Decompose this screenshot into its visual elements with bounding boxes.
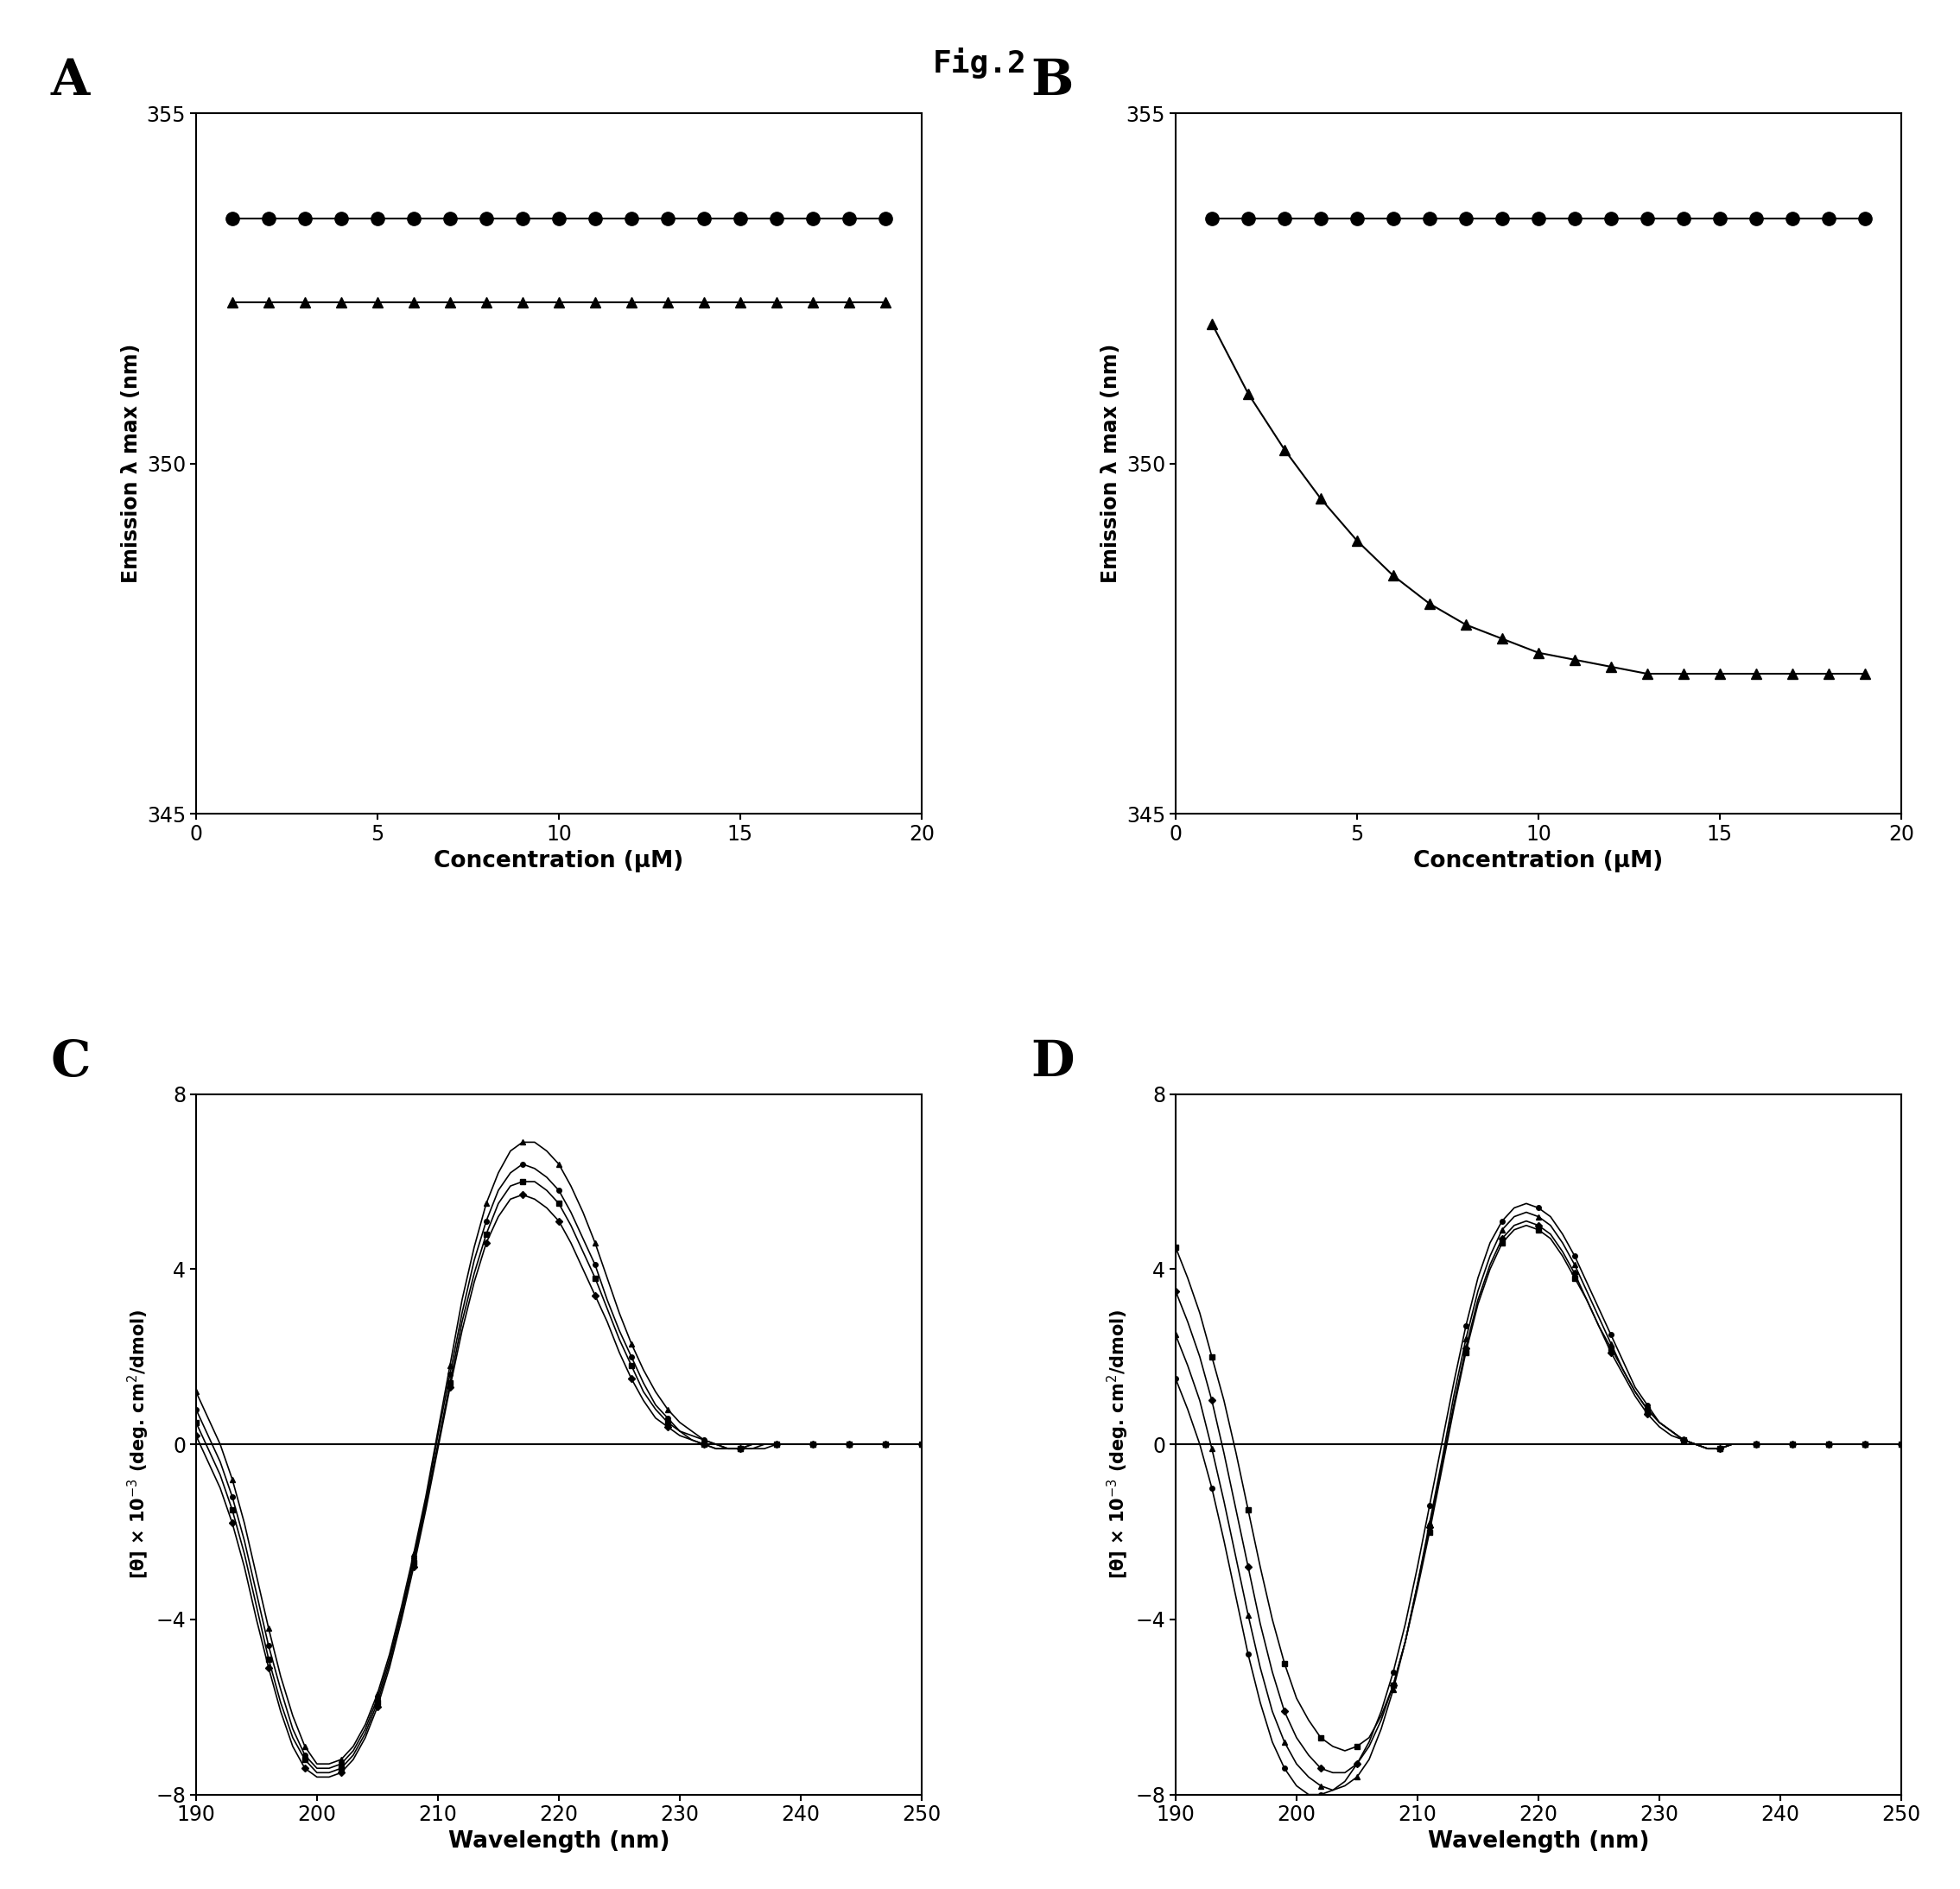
Y-axis label: [θ] × 10$^{-3}$ (deg. cm$^2$/dmol): [θ] × 10$^{-3}$ (deg. cm$^2$/dmol) — [125, 1309, 151, 1579]
X-axis label: Wavelength (nm): Wavelength (nm) — [1427, 1830, 1648, 1853]
Text: B: B — [1031, 57, 1074, 106]
X-axis label: Concentration (μM): Concentration (μM) — [433, 850, 684, 873]
Y-axis label: [θ] × 10$^{-3}$ (deg. cm$^2$/dmol): [θ] × 10$^{-3}$ (deg. cm$^2$/dmol) — [1105, 1309, 1131, 1579]
Text: Fig.2: Fig.2 — [933, 47, 1027, 77]
Text: D: D — [1031, 1037, 1074, 1086]
Text: C: C — [51, 1037, 90, 1086]
Y-axis label: Emission λ max (nm): Emission λ max (nm) — [122, 344, 141, 584]
X-axis label: Wavelength (nm): Wavelength (nm) — [449, 1830, 670, 1853]
X-axis label: Concentration (μM): Concentration (μM) — [1413, 850, 1664, 873]
Text: A: A — [51, 57, 90, 106]
Y-axis label: Emission λ max (nm): Emission λ max (nm) — [1102, 344, 1121, 584]
